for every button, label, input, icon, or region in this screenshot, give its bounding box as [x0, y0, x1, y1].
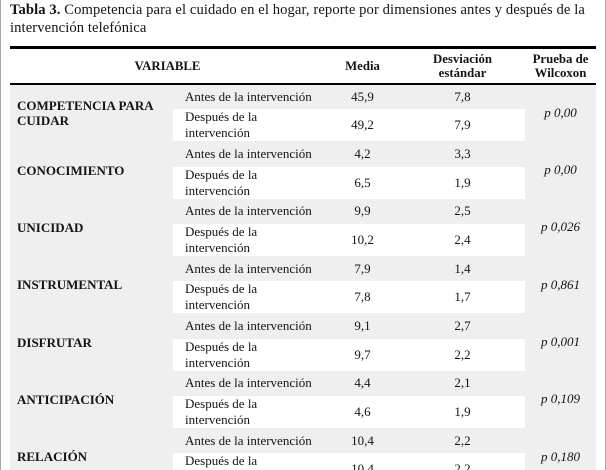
sd-value: 2,7	[454, 318, 471, 334]
sd-value: 2,2	[400, 453, 525, 470]
row-label-before: Antes de la intervención	[185, 146, 312, 162]
sd-value: 7,9	[400, 109, 525, 142]
media-value: 6,5	[325, 166, 400, 199]
row-label-before: Antes de la intervención	[185, 203, 312, 219]
table-row: Después de la intervención 9,7 2,2	[10, 338, 596, 371]
row-label-before: Antes de la intervención	[185, 432, 312, 448]
sd-value: 2,4	[400, 224, 525, 257]
media-value: 10,4	[325, 453, 400, 470]
table-row: Después de la intervención 10,2 2,4	[10, 224, 596, 257]
row-label-before: Antes de la intervención	[185, 318, 312, 334]
p-value: p 0,00	[544, 162, 577, 178]
media-value: 9,1	[354, 318, 371, 334]
table-row: INSTRUMENTAL Antes de la intervención 7,…	[10, 256, 596, 293]
row-label-after: Después de la intervención	[173, 453, 325, 470]
p-value: p 0,026	[541, 219, 580, 235]
media-value: 4,6	[325, 395, 400, 428]
media-value: 49,2	[325, 109, 400, 142]
variable-name: ANTICIPACIÓN	[17, 391, 115, 407]
sd-value: 2,2	[400, 338, 525, 371]
p-value: p 0,00	[544, 105, 577, 121]
row-label-after: Después de la intervención	[173, 166, 325, 199]
row-label-after: Después de la intervención	[173, 109, 325, 142]
sd-value: 2,2	[454, 432, 471, 448]
media-value: 10,2	[325, 224, 400, 257]
row-label-after: Después de la intervención	[173, 224, 325, 257]
row-label-after: Después de la intervención	[173, 395, 325, 428]
row-label-before: Antes de la intervención	[185, 89, 312, 105]
sd-value: 1,4	[454, 260, 471, 276]
variable-name: UNICIDAD	[17, 219, 84, 235]
sd-value: 1,9	[400, 166, 525, 199]
table-row: Después de la intervención 4,6 1,9	[10, 395, 596, 428]
header-media: Media	[325, 47, 400, 86]
media-value: 4,4	[354, 375, 371, 391]
results-table: VARIABLE Media Desviación estándar Prueb…	[10, 46, 596, 470]
sd-value: 3,3	[454, 146, 471, 162]
table-row: RELACIÓN Antes de la intervención 10,4 2…	[10, 428, 596, 464]
p-value: p 0,180	[541, 448, 580, 464]
header-row: VARIABLE Media Desviación estándar Prueb…	[10, 47, 596, 86]
table-caption-label: Tabla 3.	[10, 2, 61, 18]
media-value: 45,9	[351, 89, 374, 105]
table-caption: Tabla 3. Competencia para el cuidado en …	[10, 2, 596, 37]
header-wilcoxon: Prueba de Wilcoxon	[525, 47, 596, 86]
table-row: Después de la intervención 6,5 1,9	[10, 166, 596, 199]
header-sd: Desviación estándar	[400, 47, 525, 86]
sd-value: 1,7	[400, 281, 525, 314]
variable-name: CONOCIMIENTO	[17, 162, 125, 178]
sd-value: 2,5	[454, 203, 471, 219]
table-row: Después de la intervención 49,2 7,9	[10, 109, 596, 142]
row-label-before: Antes de la intervención	[185, 375, 312, 391]
table-row: CONOCIMIENTO Antes de la intervención 4,…	[10, 141, 596, 178]
variable-name: COMPETENCIA PARA CUIDAR	[17, 98, 153, 129]
sd-value: 2,1	[454, 375, 471, 391]
media-value: 4,2	[354, 146, 371, 162]
p-value: p 0,861	[541, 276, 580, 292]
media-value: 9,9	[354, 203, 371, 219]
media-value: 10,4	[351, 432, 374, 448]
media-value: 7,8	[325, 281, 400, 314]
row-label-before: Antes de la intervención	[185, 260, 312, 276]
table-row: UNICIDAD Antes de la intervención 9,9 2,…	[10, 199, 596, 235]
table-row: Después de la intervención 7,8 1,7	[10, 281, 596, 314]
variable-name: RELACIÓN	[17, 449, 88, 465]
row-label-after: Después de la intervención	[173, 281, 325, 314]
table-row: COMPETENCIA PARA CUIDAR Antes de la inte…	[10, 84, 596, 128]
media-value: 7,9	[354, 260, 371, 276]
variable-name: DISFRUTAR	[17, 334, 92, 350]
header-variable: VARIABLE	[10, 47, 325, 86]
p-value: p 0,001	[541, 334, 580, 350]
table-header: VARIABLE Media Desviación estándar Prueb…	[10, 47, 596, 86]
table-caption-text: Competencia para el cuidado en el hogar,…	[10, 2, 585, 36]
p-value: p 0,109	[541, 391, 580, 407]
variable-name: INSTRUMENTAL	[17, 277, 123, 293]
sd-value: 7,8	[454, 89, 471, 105]
media-value: 9,7	[325, 338, 400, 371]
table-row: DISFRUTAR Antes de la intervención 9,1 2…	[10, 313, 596, 350]
sd-value: 1,9	[400, 395, 525, 428]
table-row: Después de la intervención 10,4 2,2	[10, 453, 596, 470]
row-label-after: Después de la intervención	[173, 338, 325, 371]
table-row: ANTICIPACIÓN Antes de la intervención 4,…	[10, 371, 596, 407]
